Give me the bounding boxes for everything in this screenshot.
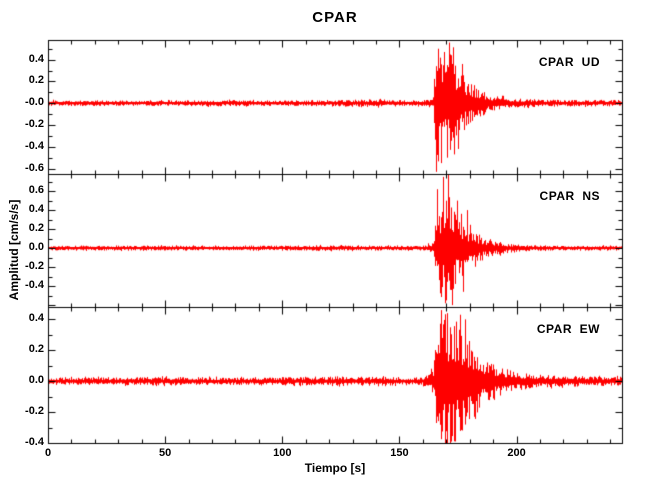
y-tick-label: 0.2 <box>28 74 44 87</box>
y-tick-label: -0.2 <box>25 405 44 418</box>
x-tick-label: 200 <box>507 447 526 459</box>
y-tick-label: 0.4 <box>28 52 44 65</box>
y-tick-label: -0.2 <box>25 260 44 273</box>
x-axis-title: Tiempo [s] <box>304 461 366 475</box>
x-tick-label: 100 <box>273 447 292 459</box>
y-tick-label: 0.2 <box>28 343 44 356</box>
x-tick-label: 150 <box>390 447 409 459</box>
y-tick-label: -0.2 <box>25 117 44 130</box>
y-tick-label: 0.0 <box>28 241 44 254</box>
y-tick-label: -0.0 <box>25 96 44 109</box>
chart-title: CPAR <box>312 9 358 26</box>
y-tick-label: -0.6 <box>25 161 44 174</box>
y-tick-label: 0.4 <box>28 203 44 216</box>
panel-label-ud: CPAR UD <box>538 55 600 69</box>
y-tick-label: 0.6 <box>28 184 44 197</box>
x-tick-label: 0 <box>44 447 52 459</box>
y-tick-label: -0.4 <box>25 436 44 448</box>
panel-label-ew: CPAR EW <box>536 322 600 336</box>
panel-label-ns: CPAR NS <box>539 189 600 203</box>
x-tick-label: 50 <box>159 447 172 459</box>
y-tick-label: -0.4 <box>25 279 44 292</box>
y-tick-label: 0.0 <box>28 374 44 387</box>
y-tick-label: 0.4 <box>28 312 44 325</box>
y-tick-label: -0.4 <box>25 139 44 152</box>
y-tick-label: 0.2 <box>28 222 44 235</box>
